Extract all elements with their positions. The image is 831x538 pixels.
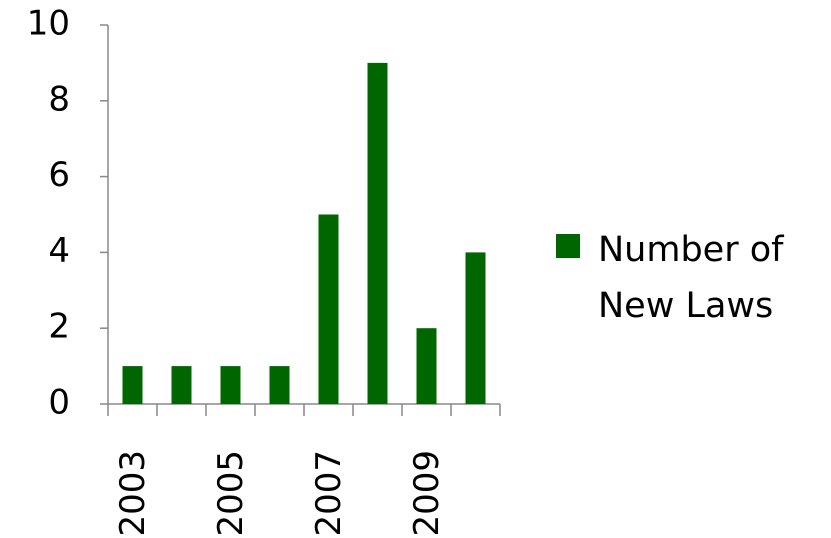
y-tick-label: 6 — [48, 155, 70, 195]
x-tick-label: 2009 — [407, 450, 447, 537]
bar — [220, 366, 241, 404]
y-tick-label: 8 — [48, 79, 70, 119]
bar — [367, 62, 388, 405]
y-tick-label: 4 — [48, 231, 70, 271]
legend-label: Number of New Laws — [598, 230, 784, 326]
bar — [465, 252, 486, 404]
bar — [318, 214, 339, 404]
x-tick-label: 2005 — [211, 450, 251, 537]
legend-swatch — [556, 234, 580, 258]
bar — [122, 366, 143, 404]
x-tick-label: 2003 — [113, 450, 153, 537]
x-tick-label: 2007 — [309, 450, 349, 537]
bar — [416, 328, 437, 404]
bar — [269, 366, 290, 404]
y-tick-label: 2 — [48, 307, 70, 347]
y-tick-label: 10 — [27, 4, 70, 44]
bar — [171, 366, 192, 404]
y-tick-label: 0 — [48, 383, 70, 423]
